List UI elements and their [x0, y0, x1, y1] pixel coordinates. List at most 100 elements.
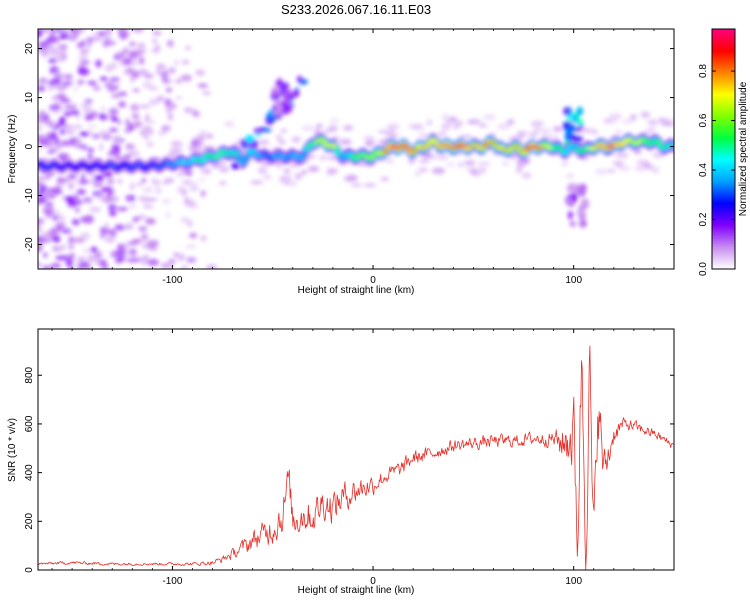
heatmap-cell	[92, 85, 101, 91]
heatmap-cell	[244, 154, 251, 158]
heatmap-cell	[280, 128, 287, 133]
spectrogram-ylabel: Frequency (Hz)	[7, 115, 18, 184]
heatmap-cell	[109, 211, 117, 216]
heatmap-cell	[47, 149, 56, 154]
heatmap-cell	[180, 179, 193, 185]
heatmap-cell	[86, 124, 98, 128]
heatmap-cell	[574, 148, 581, 151]
heatmap-cell	[619, 142, 627, 145]
heatmap-cell	[152, 38, 158, 44]
heatmap-cell	[506, 119, 515, 125]
heatmap-cell	[41, 112, 49, 117]
heatmap-cell	[568, 202, 574, 208]
heatmap-cell	[571, 192, 578, 203]
heatmap-cell	[572, 114, 578, 124]
heatmap-cell	[40, 49, 49, 58]
snr-x-tick-label: -100	[162, 576, 182, 587]
heatmap-cell	[54, 222, 66, 229]
heatmap-cell	[431, 167, 446, 175]
heatmap-cell	[167, 113, 173, 121]
heatmap-cell	[44, 144, 52, 148]
heatmap-cell	[258, 139, 270, 146]
heatmap-cell	[385, 157, 394, 164]
heatmap-cell	[38, 247, 41, 251]
heatmap-cell	[465, 160, 476, 166]
heatmap-cell	[77, 257, 86, 261]
heatmap-cell	[154, 44, 161, 49]
heatmap-cell	[299, 79, 308, 85]
heatmap-cell	[50, 131, 58, 139]
heatmap-cell	[163, 98, 172, 106]
heatmap-cell	[119, 50, 128, 57]
heatmap-cell	[83, 104, 92, 112]
heatmap-cell	[101, 186, 113, 192]
heatmap-cell	[156, 95, 165, 102]
heatmap-cell	[105, 41, 116, 46]
heatmap-cell	[418, 168, 429, 172]
heatmap-cell	[81, 179, 91, 184]
heatmap-cell	[239, 161, 246, 165]
heatmap-cell	[38, 262, 41, 267]
heatmap-cell	[104, 222, 110, 229]
heatmap-cell	[74, 207, 80, 214]
heatmap-cell	[622, 119, 634, 124]
heatmap-cell	[166, 39, 174, 48]
heatmap-cell	[77, 264, 83, 269]
heatmap-cell	[49, 35, 59, 43]
heatmap-cell	[414, 172, 422, 176]
heatmap-cell	[67, 202, 78, 208]
heatmap-cell	[81, 39, 86, 47]
heatmap-cell	[73, 86, 79, 92]
heatmap-cell	[95, 59, 102, 68]
heatmap-cell	[107, 190, 115, 195]
heatmap-cell	[381, 151, 388, 154]
heatmap-cell	[92, 32, 99, 37]
spec-y-tick-label: -20	[24, 237, 35, 252]
heatmap-cell	[581, 148, 588, 152]
heatmap-cell	[143, 74, 155, 78]
heatmap-cell	[653, 139, 660, 143]
colorbar: 0.0 0.2 0.4 0.6 0.8 Normalized spectral ampl…	[698, 28, 749, 276]
heatmap-cell	[561, 161, 569, 166]
heatmap-cell	[173, 79, 178, 84]
heatmap-cell	[99, 143, 104, 151]
heatmap-cell	[219, 180, 227, 186]
heatmap-cell	[335, 151, 343, 155]
heatmap-cell	[161, 125, 172, 132]
heatmap-cell	[270, 155, 278, 159]
heatmap-cell	[38, 148, 43, 153]
heatmap-cell	[63, 29, 69, 34]
heatmap-cell	[530, 122, 540, 126]
heatmap-cell	[168, 66, 176, 74]
heatmap-cell	[102, 39, 109, 48]
heatmap-cell	[528, 131, 538, 138]
heatmap-cell	[151, 47, 161, 54]
heatmap-cell	[138, 195, 148, 202]
heatmap-cell	[109, 163, 116, 167]
heatmap-cell	[61, 244, 66, 250]
heatmap-cell	[200, 235, 207, 242]
heatmap-cell	[57, 44, 66, 50]
heatmap-cell	[363, 183, 377, 188]
heatmap-cell	[446, 162, 455, 167]
heatmap-cell	[68, 266, 75, 269]
heatmap-cell	[365, 140, 373, 147]
heatmap-cell	[333, 147, 340, 151]
heatmap-cell	[489, 131, 497, 136]
heatmap-cell	[313, 128, 321, 132]
heatmap-cell	[52, 247, 64, 252]
heatmap-cell	[188, 187, 199, 192]
heatmap-cell	[185, 244, 197, 249]
heatmap-cell	[200, 157, 208, 161]
heatmap-cell	[44, 115, 49, 121]
spec-x-tick-label: 100	[565, 275, 582, 286]
spec-x-tick-label: 0	[370, 275, 376, 286]
heatmap-cell	[87, 42, 92, 48]
heatmap-cell	[56, 93, 67, 100]
heatmap-cell	[249, 149, 256, 152]
heatmap-cell	[656, 142, 663, 145]
heatmap-cell	[109, 76, 121, 83]
heatmap-cell	[130, 182, 134, 191]
heatmap-cell	[546, 134, 560, 142]
heatmap-cell	[76, 189, 86, 195]
